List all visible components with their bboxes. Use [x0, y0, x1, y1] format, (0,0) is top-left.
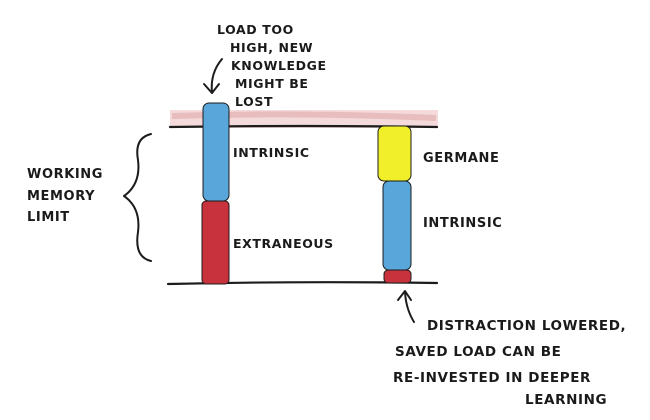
limit-label-line: WORKING	[27, 167, 103, 182]
note-bottom-line: SAVED LOAD CAN BE	[395, 344, 562, 360]
right-bar	[377, 125, 412, 284]
right-germane-label: GERMANE	[423, 151, 500, 166]
limit-label: WORKING MEMORY LIMIT	[27, 167, 108, 225]
right-bar-germane-segment	[377, 125, 412, 182]
left-bar-extraneous-segment	[201, 200, 230, 285]
limit-label-line: LIMIT	[27, 210, 70, 225]
note-top-line: LOST	[235, 94, 273, 109]
left-extraneous-label: EXTRANEOUS	[233, 236, 334, 251]
arrow-to-right-bar	[397, 290, 415, 323]
note-top: LOAD TOO HIGH, NEW KNOWLEDGE MIGHT BE LO…	[217, 22, 332, 109]
left-bar-intrinsic-segment	[202, 102, 230, 202]
note-bottom-line: LEARNING	[525, 392, 607, 408]
left-intrinsic-label: INTRINSIC	[233, 145, 310, 160]
overload-shading	[170, 110, 438, 128]
note-bottom-line: RE-INVESTED IN DEEPER	[393, 370, 591, 386]
limit-brace	[123, 133, 152, 262]
right-bar-extraneous-segment	[383, 269, 412, 284]
note-top-line: KNOWLEDGE	[231, 58, 327, 73]
note-top-line: MIGHT BE	[235, 76, 309, 91]
note-bottom-line: DISTRACTION LOWERED,	[427, 318, 626, 334]
note-bottom: DISTRACTION LOWERED, SAVED LOAD CAN BE R…	[393, 318, 632, 408]
arrow-to-left-bar	[203, 58, 223, 94]
left-bar	[201, 102, 230, 285]
note-top-line: HIGH, NEW	[230, 40, 313, 55]
right-bar-intrinsic-segment	[382, 180, 412, 271]
note-top-line: LOAD TOO	[217, 22, 294, 37]
limit-label-line: MEMORY	[27, 189, 95, 204]
right-intrinsic-label: INTRINSIC	[423, 216, 502, 231]
